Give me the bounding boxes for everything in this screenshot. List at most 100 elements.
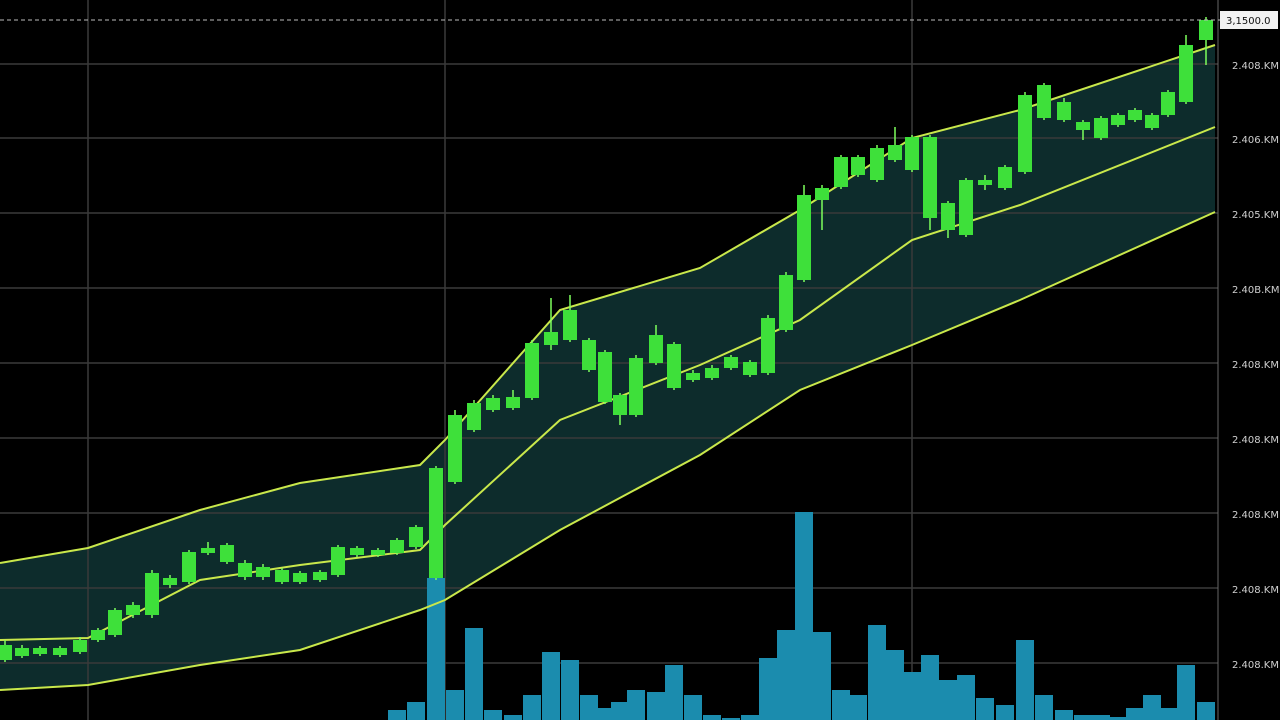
volume-bar bbox=[596, 708, 614, 720]
candle-body bbox=[705, 368, 719, 378]
volume-bar bbox=[886, 650, 904, 720]
candle-body bbox=[888, 145, 902, 160]
candle-body bbox=[1094, 118, 1108, 138]
volume-bar bbox=[484, 710, 502, 720]
candle-body bbox=[429, 468, 443, 578]
candle-body bbox=[779, 275, 793, 330]
candle-body bbox=[126, 605, 140, 615]
candle-body bbox=[998, 167, 1012, 188]
y-tick-label: 2.408.KM bbox=[1232, 61, 1279, 72]
candle-body bbox=[563, 310, 577, 340]
y-tick-label: 2.405.KM bbox=[1232, 210, 1279, 221]
volume-bar bbox=[832, 690, 850, 720]
candle-body bbox=[0, 645, 12, 660]
volume-bar bbox=[388, 710, 406, 720]
candle-body bbox=[851, 157, 865, 175]
volume-bar bbox=[504, 715, 522, 720]
volume-bar bbox=[1055, 710, 1073, 720]
volume-bar bbox=[1197, 702, 1215, 720]
volume-bar bbox=[741, 715, 759, 720]
candle-body bbox=[613, 395, 627, 415]
volume-bar bbox=[976, 698, 994, 720]
candle-body bbox=[220, 545, 234, 562]
candle-body bbox=[923, 137, 937, 218]
volume-bar bbox=[427, 578, 445, 720]
volume-bar bbox=[939, 680, 957, 720]
candle-body bbox=[905, 137, 919, 170]
volume-bar bbox=[903, 672, 921, 720]
y-tick-label: 2.408.KM bbox=[1232, 360, 1279, 371]
candle-body bbox=[409, 527, 423, 547]
volume-bar bbox=[561, 660, 579, 720]
candle-body bbox=[15, 648, 29, 656]
candle-body bbox=[544, 332, 558, 345]
candle-body bbox=[667, 344, 681, 388]
candle-body bbox=[797, 195, 811, 280]
candle-body bbox=[238, 563, 252, 577]
y-tick-label: 2.40B.KM bbox=[1232, 285, 1280, 296]
candle-body bbox=[959, 180, 973, 235]
candle-body bbox=[91, 630, 105, 640]
volume-bar bbox=[542, 652, 560, 720]
volume-bar bbox=[777, 630, 795, 720]
candle-body bbox=[870, 148, 884, 180]
volume-bar bbox=[703, 715, 721, 720]
band-line bbox=[0, 44, 1216, 564]
candle-body bbox=[978, 180, 992, 185]
y-tick-label: 2.406.KM bbox=[1232, 135, 1279, 146]
volume-bar bbox=[795, 512, 813, 720]
candle-body bbox=[686, 373, 700, 380]
candle-body bbox=[486, 398, 500, 410]
volume-bar bbox=[722, 718, 740, 720]
candle-body bbox=[390, 540, 404, 553]
candle-body bbox=[941, 203, 955, 230]
candle-body bbox=[182, 552, 196, 582]
volume-bar bbox=[759, 658, 777, 720]
candle-body bbox=[598, 352, 612, 402]
candle-body bbox=[467, 403, 481, 430]
volume-bar bbox=[1092, 715, 1110, 720]
band-line bbox=[0, 126, 1216, 641]
candle-body bbox=[1037, 85, 1051, 118]
candle-body bbox=[834, 157, 848, 187]
candle-body bbox=[73, 640, 87, 652]
volume-bar bbox=[1035, 695, 1053, 720]
candle-body bbox=[1179, 45, 1193, 102]
candle-body bbox=[350, 548, 364, 555]
volume-bar bbox=[611, 702, 629, 720]
volume-bar bbox=[868, 625, 886, 720]
candle-body bbox=[1111, 115, 1125, 125]
last-price-label: 3,1500.0 bbox=[1226, 16, 1271, 27]
candle-body bbox=[743, 362, 757, 375]
candle-body bbox=[371, 550, 385, 555]
volume-bar bbox=[1177, 665, 1195, 720]
candle-body bbox=[1018, 95, 1032, 172]
candle-body bbox=[1057, 102, 1071, 120]
last-price-box bbox=[1220, 11, 1278, 29]
volume-bar bbox=[407, 702, 425, 720]
volume-bar bbox=[627, 690, 645, 720]
volume-bar bbox=[813, 632, 831, 720]
candle-body bbox=[256, 567, 270, 577]
y-tick-label: 2.408.KM bbox=[1232, 660, 1279, 671]
candle-body bbox=[53, 648, 67, 655]
candle-body bbox=[1161, 92, 1175, 115]
candle-body bbox=[163, 578, 177, 585]
volume-bar bbox=[996, 705, 1014, 720]
volume-bar bbox=[1016, 640, 1034, 720]
candle-body bbox=[761, 318, 775, 373]
y-tick-label: 2.408.KM bbox=[1232, 510, 1279, 521]
candle-body bbox=[1076, 122, 1090, 130]
candle-body bbox=[145, 573, 159, 615]
candle-body bbox=[33, 648, 47, 654]
band-line bbox=[0, 211, 1216, 691]
volume-bar bbox=[1126, 708, 1144, 720]
volume-bar bbox=[665, 665, 683, 720]
volume-bar bbox=[1143, 695, 1161, 720]
y-tick-label: 2.408.KM bbox=[1232, 585, 1279, 596]
candle-body bbox=[506, 397, 520, 408]
volume-bar bbox=[849, 695, 867, 720]
volume-bar bbox=[1074, 715, 1092, 720]
candle-body bbox=[649, 335, 663, 363]
